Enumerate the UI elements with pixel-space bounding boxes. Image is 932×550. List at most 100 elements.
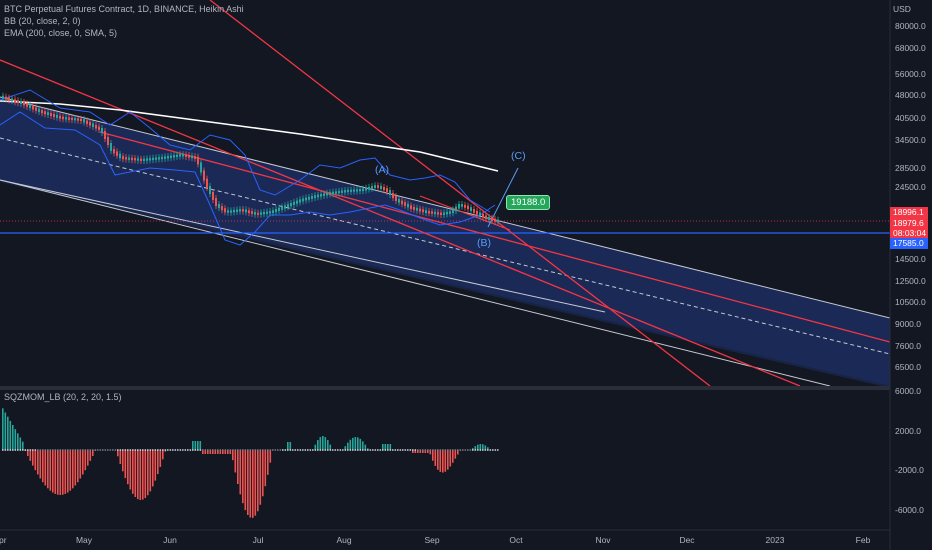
candle-body: [260, 212, 262, 215]
momentum-bar: [479, 444, 482, 450]
squeeze-dot: [384, 449, 387, 451]
squeeze-dot: [226, 449, 229, 451]
price-axis[interactable]: 80000.0 68000.0 56000.0 48000.0 40500.0 34500…: [895, 21, 926, 372]
squeeze-dot: [436, 449, 439, 451]
candle-body: [80, 118, 82, 121]
squeeze-dot: [296, 449, 299, 451]
candle-body: [5, 96, 7, 100]
squeeze-dot: [74, 449, 77, 451]
candle-body: [89, 122, 91, 126]
candle-body: [344, 190, 346, 193]
candle-body: [470, 207, 472, 211]
heikin-ashi-candles: [2, 92, 499, 225]
momentum-bar: [14, 429, 17, 450]
momentum-bar: [199, 441, 202, 450]
ema-legend[interactable]: EMA (200, close, 0, SMA, 5): [4, 28, 118, 38]
squeeze-dot: [439, 449, 442, 451]
momentum-bar: [359, 438, 362, 450]
wave-a-label[interactable]: (A): [375, 164, 389, 176]
squeeze-dot: [61, 449, 64, 451]
candle-body: [95, 125, 97, 129]
squeeze-dot: [16, 449, 19, 451]
candle-body: [176, 154, 178, 158]
squeeze-dot: [9, 449, 12, 451]
momentum-bar: [67, 450, 69, 493]
candle-body: [455, 206, 457, 212]
squeeze-dot: [424, 449, 427, 451]
wave-c-label[interactable]: (C): [511, 150, 526, 162]
candle-body: [239, 209, 241, 212]
squeeze-dot: [351, 449, 354, 451]
squeeze-dot: [269, 449, 272, 451]
candle-body: [380, 185, 382, 189]
price-tick-label: 14500.0: [895, 254, 926, 264]
price-callout[interactable]: 19188.0: [506, 195, 551, 210]
squeeze-dot: [169, 449, 172, 451]
squeeze-dot: [101, 449, 104, 451]
candle-body: [413, 207, 415, 210]
squeeze-dot: [316, 449, 319, 451]
candle-body: [386, 188, 388, 192]
candle-body: [35, 107, 37, 111]
momentum-bar: [19, 437, 22, 450]
candle-body: [398, 199, 400, 203]
candle-body: [74, 118, 76, 121]
candle-body: [104, 131, 106, 139]
squeeze-dot: [216, 449, 219, 451]
candle-body: [41, 110, 43, 114]
squeeze-dot: [194, 449, 197, 451]
momentum-bar: [259, 450, 262, 505]
momentum-bar: [227, 450, 229, 454]
candle-body: [143, 158, 145, 161]
squeeze-dot: [251, 449, 254, 451]
squeeze-dot: [229, 449, 232, 451]
squeeze-dot: [91, 449, 94, 451]
time-axis[interactable]: Apr May Jun Jul Aug Sep Oct Nov Dec 2023 Feb: [0, 535, 871, 545]
price-tick-label: 24500.0: [895, 182, 926, 192]
candle-body: [119, 153, 121, 159]
squeeze-dot: [481, 449, 484, 451]
squeeze-dot: [44, 449, 47, 451]
momentum-bar: [122, 450, 124, 472]
last-price-tag: 18996.1: [890, 207, 928, 218]
momentum-bar: [37, 450, 39, 475]
oscillator-legend[interactable]: SQZMOM_LB (20, 2, 20, 1.5): [4, 392, 122, 402]
price-tick-label: 10500.0: [895, 297, 926, 307]
squeeze-dot: [121, 449, 124, 451]
price-tick-label: 28500.0: [895, 163, 926, 173]
squeeze-dot: [394, 449, 397, 451]
squeeze-dot: [164, 449, 167, 451]
candle-body: [254, 211, 256, 215]
oscillator-axis[interactable]: 6000.0 2000.0 -2000.0 -6000.0: [895, 386, 924, 515]
bb-legend[interactable]: BB (20, close, 2, 0): [4, 16, 81, 26]
momentum-bar: [429, 450, 432, 455]
candle-body: [59, 115, 61, 119]
candle-body: [212, 192, 214, 200]
squeeze-dot: [241, 449, 244, 451]
wave-b-label[interactable]: (B): [477, 237, 491, 249]
momentum-bar: [449, 450, 452, 467]
candle-body: [383, 187, 385, 191]
candle-body: [335, 191, 337, 194]
symbol-legend[interactable]: BTC Perpetual Futures Contract, 1D, BINA…: [4, 4, 244, 14]
squeeze-dot: [41, 449, 44, 451]
momentum-bar: [474, 446, 477, 450]
candle-body: [326, 192, 328, 196]
momentum-bar: [42, 450, 44, 483]
candle-body: [227, 210, 229, 213]
candle-body: [65, 117, 67, 120]
candle-body: [110, 143, 112, 151]
candle-body: [371, 186, 373, 189]
currency-label[interactable]: USD: [893, 4, 911, 14]
candle-body: [53, 114, 55, 117]
squeeze-dot: [236, 449, 239, 451]
candle-body: [479, 212, 481, 216]
candle-body: [215, 198, 217, 206]
squeeze-dot: [254, 449, 257, 451]
squeeze-dot: [49, 449, 52, 451]
momentum-bar: [322, 436, 324, 450]
squeeze-dot: [486, 449, 489, 451]
squeeze-dot: [341, 449, 344, 451]
squeeze-dot: [144, 449, 147, 451]
